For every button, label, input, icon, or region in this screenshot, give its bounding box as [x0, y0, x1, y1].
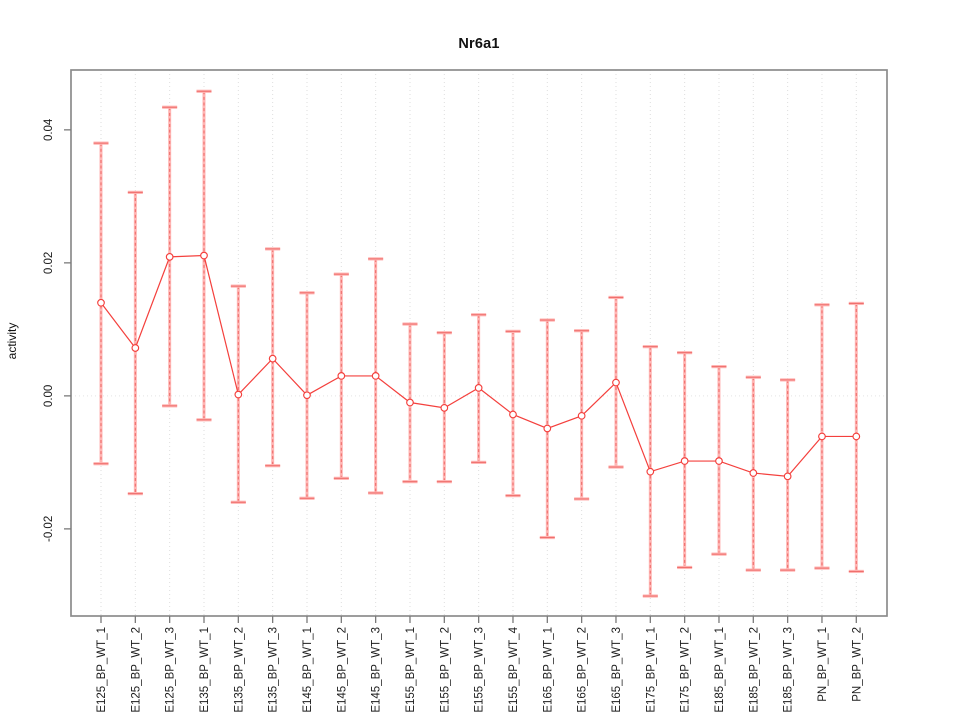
- x-tick-label: E165_BP_WT_1: [542, 627, 554, 713]
- data-point-marker: [715, 457, 723, 465]
- y-axis-label: activity: [5, 322, 19, 360]
- data-point-marker: [268, 354, 277, 363]
- data-point-marker: [234, 390, 243, 399]
- x-tick-label: E155_BP_WT_2: [439, 627, 451, 713]
- y-tick-label: 0.02: [43, 252, 55, 274]
- data-point-marker: [818, 432, 826, 441]
- x-tick-label: PN_BP_WT_2: [851, 627, 863, 702]
- x-tick-label: E125_BP_WT_1: [96, 627, 108, 713]
- x-tick-label: E145_BP_WT_2: [336, 627, 348, 713]
- x-tick-label: E135_BP_WT_2: [233, 627, 245, 713]
- y-tick-label: -0.02: [43, 516, 55, 542]
- data-point-marker: [303, 391, 311, 400]
- x-tick-label: E145_BP_WT_3: [371, 627, 383, 713]
- x-tick-label: E155_BP_WT_3: [474, 627, 486, 713]
- x-tick-label: E185_BP_WT_2: [748, 627, 760, 713]
- data-point-marker: [200, 251, 208, 260]
- data-point-marker: [97, 298, 105, 307]
- data-point-marker: [680, 457, 689, 465]
- x-tick-label: E155_BP_WT_4: [508, 626, 520, 712]
- data-point-marker: [543, 424, 552, 433]
- x-tick-label: E185_BP_WT_3: [783, 627, 795, 713]
- x-tick-label: E165_BP_WT_2: [577, 627, 589, 713]
- data-point-marker: [577, 411, 586, 420]
- data-point-marker: [612, 378, 620, 387]
- x-tick-label: E175_BP_WT_2: [680, 627, 692, 713]
- data-point-marker: [337, 372, 346, 380]
- x-tick-label: E135_BP_WT_1: [199, 627, 211, 713]
- data-point-marker: [406, 398, 414, 407]
- data-point-marker: [749, 469, 758, 477]
- x-tick-label: E185_BP_WT_1: [714, 627, 726, 713]
- x-tick-label: E165_BP_WT_3: [611, 627, 623, 713]
- data-point-marker: [165, 253, 174, 261]
- y-tick-label: 0.00: [43, 385, 55, 407]
- data-point-marker: [440, 403, 449, 412]
- data-point-marker: [646, 467, 655, 476]
- chart-title: Nr6a1: [458, 36, 500, 52]
- x-tick-label: E175_BP_WT_1: [645, 627, 657, 713]
- x-tick-label: PN_BP_WT_1: [817, 627, 829, 702]
- x-tick-label: E155_BP_WT_1: [405, 627, 417, 713]
- x-tick-label: E135_BP_WT_3: [268, 627, 280, 713]
- y-tick-label: 0.04: [43, 118, 55, 141]
- data-point-marker: [783, 472, 792, 481]
- x-tick-label: E145_BP_WT_1: [302, 627, 314, 713]
- data-point-marker: [131, 344, 140, 352]
- data-point-marker: [509, 410, 517, 419]
- data-point-marker: [852, 432, 861, 441]
- data-point-marker: [474, 384, 483, 392]
- x-tick-label: E125_BP_WT_2: [130, 627, 142, 713]
- x-tick-label: E125_BP_WT_3: [165, 627, 177, 713]
- data-point-marker: [371, 372, 380, 380]
